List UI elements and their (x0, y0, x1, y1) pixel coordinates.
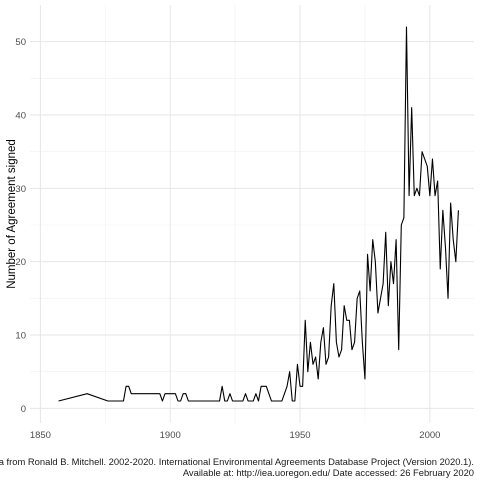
y-tick-label: 30 (15, 184, 26, 195)
source-caption-line-1: Data from Ronald B. Mitchell. 2002-2020.… (0, 456, 474, 467)
x-tick-label: 2000 (419, 430, 440, 441)
x-tick-label: 1900 (160, 430, 181, 441)
y-tick-label: 50 (15, 37, 26, 48)
y-tick-label: 40 (15, 111, 26, 122)
y-tick-label: 20 (15, 257, 26, 268)
y-tick-label: 10 (15, 331, 26, 342)
x-tick-label: 1950 (289, 430, 310, 441)
y-axis-title: Number of Agreement signed (6, 139, 18, 289)
agreements-series-line (58, 26, 459, 402)
x-tick-label: 1850 (30, 430, 51, 441)
source-caption-line-2: Available at: http://iea.uoregon.edu/ Da… (182, 467, 474, 478)
y-tick-label: 0 (21, 404, 26, 415)
